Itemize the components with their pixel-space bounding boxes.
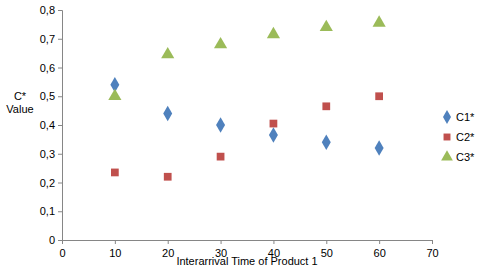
x-tick-label: 20 <box>162 247 174 259</box>
chart: 01020304050607000,10,20,30,40,50,60,70,8… <box>0 0 500 269</box>
series <box>108 15 385 100</box>
y-tick-mark <box>58 211 62 212</box>
point <box>267 27 280 38</box>
x-tick-mark <box>115 240 116 244</box>
point <box>111 169 119 177</box>
legend-item: C1* <box>443 110 475 124</box>
point <box>216 117 225 133</box>
y-tick-mark <box>58 96 62 97</box>
plot-area: 01020304050607000,10,20,30,40,50,60,70,8 <box>40 4 439 259</box>
legend-label: C3* <box>456 151 475 163</box>
y-tick: 0,2 <box>40 177 62 189</box>
point <box>163 106 172 122</box>
y-tick-label: 0,5 <box>40 90 55 102</box>
x-tick-label: 60 <box>374 247 386 259</box>
y-tick-label: 0,2 <box>40 177 55 189</box>
y-tick-label: 0,8 <box>40 4 55 16</box>
y-tick-mark <box>58 240 62 241</box>
x-tick-label: 70 <box>426 247 438 259</box>
x-tick-mark <box>326 240 327 244</box>
x-tick: 0 <box>59 240 65 259</box>
x-axis-title: Interarrival Time of Product 1 <box>176 255 317 267</box>
x-tick: 20 <box>162 240 174 259</box>
y-tick-label: 0,6 <box>40 62 55 74</box>
y-tick: 0,7 <box>40 33 62 45</box>
point <box>161 47 174 58</box>
legend-marker <box>441 150 453 160</box>
point <box>375 92 383 100</box>
x-tick: 70 <box>426 240 438 259</box>
x-tick-label: 0 <box>59 247 65 259</box>
y-tick: 0,8 <box>40 4 62 16</box>
series <box>110 77 383 156</box>
y-tick: 0,3 <box>40 148 62 160</box>
legend-label: C2* <box>456 131 475 143</box>
x-tick-mark <box>221 240 222 244</box>
y-tick-label: 0,4 <box>40 119 55 131</box>
x-tick-label: 10 <box>109 247 121 259</box>
points <box>108 15 385 180</box>
point <box>270 120 278 128</box>
x-tick-mark <box>273 240 274 244</box>
y-tick-label: 0,7 <box>40 33 55 45</box>
x-tick: 50 <box>321 240 333 259</box>
legend: C1* C2* C3* <box>441 110 475 163</box>
x-tick-mark <box>379 240 380 244</box>
point <box>322 134 331 150</box>
legend-marker <box>443 110 451 124</box>
y-tick-mark <box>58 183 62 184</box>
y-axis-title: C*Value <box>6 90 33 115</box>
point <box>373 15 386 26</box>
x-tick-label: 50 <box>321 247 333 259</box>
y-tick: 0,4 <box>40 119 62 131</box>
legend-label: C1* <box>456 111 475 123</box>
x-tick: 10 <box>109 240 121 259</box>
point <box>217 153 225 161</box>
y-tick: 0,5 <box>40 90 62 102</box>
y-tick-mark <box>58 68 62 69</box>
y-tick: 0,6 <box>40 62 62 74</box>
y-tick: 0,1 <box>40 205 62 217</box>
y-tick-mark <box>58 39 62 40</box>
y-tick-mark <box>58 125 62 126</box>
y-tick-mark <box>58 154 62 155</box>
x-tick-mark <box>432 240 433 244</box>
y-tick-label: 0,3 <box>40 148 55 160</box>
x-tick: 60 <box>374 240 386 259</box>
series <box>111 92 383 180</box>
y-axis: 0 0,1 0,2 0,3 0,4 0,5 0,6 0,7 0,8 <box>40 4 63 246</box>
legend-marker <box>444 134 451 141</box>
y-tick: 0 <box>49 234 62 246</box>
point <box>164 173 172 181</box>
y-tick-label: 0,1 <box>40 205 55 217</box>
point <box>320 20 333 31</box>
point <box>108 89 121 100</box>
point <box>375 140 384 156</box>
x-tick-mark <box>168 240 169 244</box>
point <box>214 37 227 48</box>
y-tick-mark <box>58 10 62 11</box>
y-axis-line <box>58 11 63 241</box>
point <box>269 127 278 143</box>
point <box>322 102 330 110</box>
legend-item: C3* <box>441 150 475 163</box>
x-axis-line <box>63 241 433 245</box>
legend-item: C2* <box>444 131 476 143</box>
y-tick-label: 0 <box>49 234 55 246</box>
